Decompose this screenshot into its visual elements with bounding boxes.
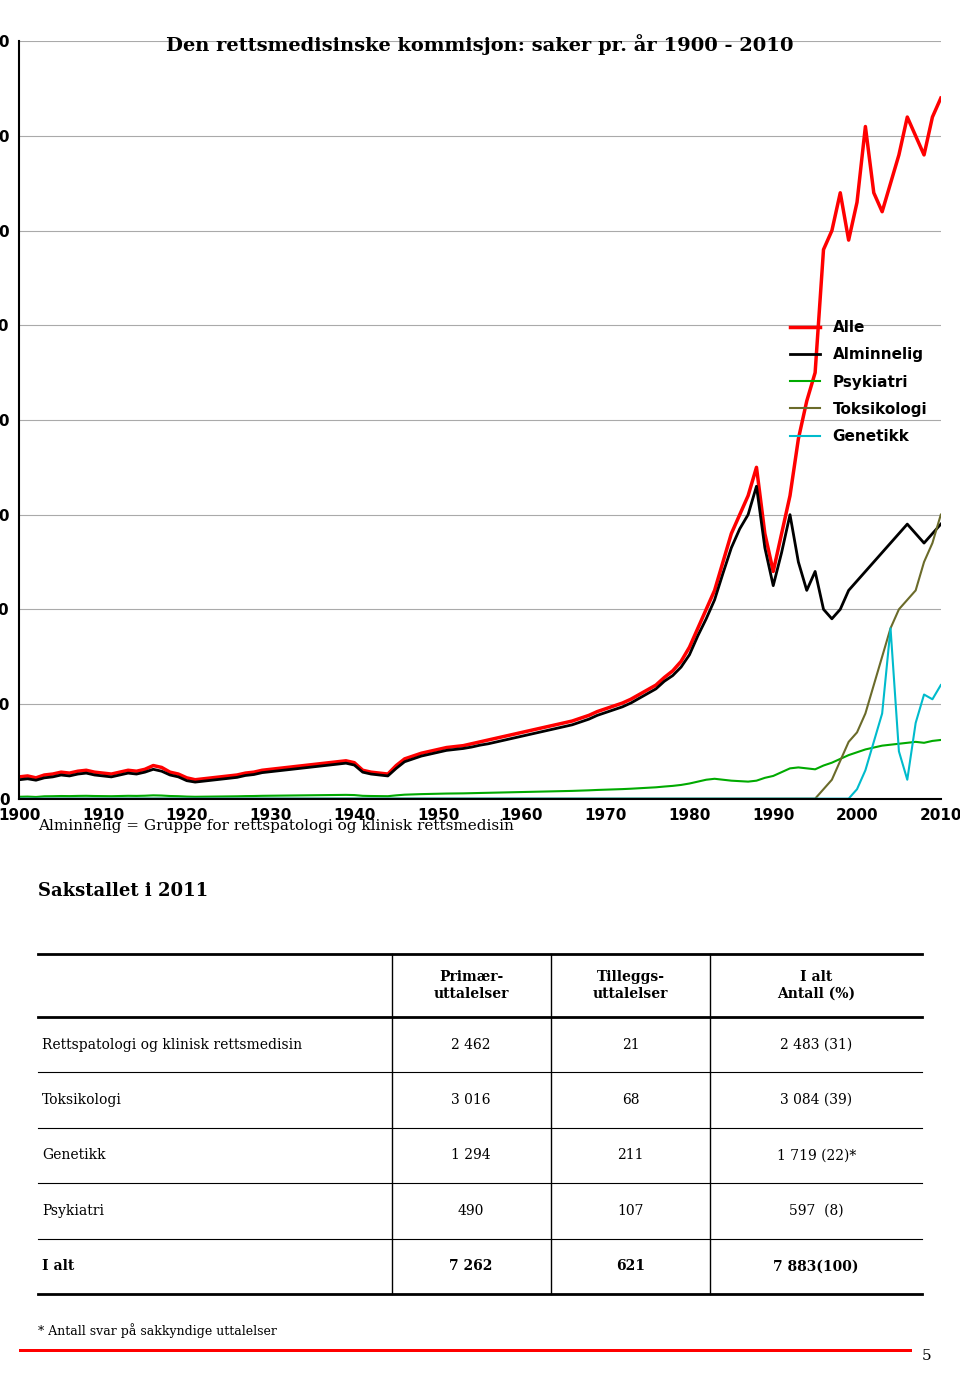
Toksikologi xyxy=(935,507,947,523)
Psykiatri xyxy=(30,789,41,806)
Line: Psykiatri: Psykiatri xyxy=(19,739,941,797)
Genetikk xyxy=(885,620,897,636)
Genetikk xyxy=(441,790,452,807)
Text: * Antall svar på sakkyndige uttalelser: * Antall svar på sakkyndige uttalelser xyxy=(37,1323,276,1338)
Alle xyxy=(366,764,377,781)
Psykiatri xyxy=(449,785,461,801)
Psykiatri xyxy=(366,788,377,804)
Toksikologi xyxy=(901,592,913,609)
Alle xyxy=(910,128,922,145)
Toksikologi xyxy=(357,790,369,807)
Legend: Alle, Alminnelig, Psykiatri, Toksikologi, Genetikk: Alle, Alminnelig, Psykiatri, Toksikologi… xyxy=(783,314,933,450)
Text: Alminnelig = Gruppe for rettspatologi og klinisk rettsmedisin: Alminnelig = Gruppe for rettspatologi og… xyxy=(37,819,514,833)
Text: 68: 68 xyxy=(622,1093,639,1107)
Text: Den rettsmedisinske kommisjon: saker pr. år 1900 - 2010: Den rettsmedisinske kommisjon: saker pr.… xyxy=(166,34,794,55)
Alminnelig xyxy=(751,478,762,494)
Text: Psykiatri: Psykiatri xyxy=(42,1203,105,1217)
Text: Tilleggs-
uttalelser: Tilleggs- uttalelser xyxy=(592,971,668,1001)
Text: 621: 621 xyxy=(616,1260,645,1274)
Alminnelig xyxy=(919,534,930,551)
Text: 21: 21 xyxy=(621,1038,639,1052)
Line: Alminnelig: Alminnelig xyxy=(19,486,941,782)
Text: 211: 211 xyxy=(617,1148,643,1162)
Line: Genetikk: Genetikk xyxy=(19,628,941,799)
Toksikologi xyxy=(13,790,25,807)
Text: 107: 107 xyxy=(617,1203,643,1217)
Text: 7 262: 7 262 xyxy=(449,1260,492,1274)
Text: 1 294: 1 294 xyxy=(451,1148,491,1162)
Alminnelig xyxy=(935,516,947,533)
Alminnelig xyxy=(13,771,25,788)
Alle xyxy=(558,715,569,731)
Toksikologi xyxy=(248,790,259,807)
Genetikk xyxy=(357,790,369,807)
Text: 5: 5 xyxy=(922,1349,931,1363)
Line: Alle: Alle xyxy=(19,98,941,779)
Text: Sakstallet i 2011: Sakstallet i 2011 xyxy=(37,883,207,901)
Genetikk xyxy=(910,715,922,731)
Line: Toksikologi: Toksikologi xyxy=(19,515,941,799)
Text: Toksikologi: Toksikologi xyxy=(42,1093,122,1107)
Alle xyxy=(189,771,201,788)
Toksikologi xyxy=(441,790,452,807)
Text: 3 016: 3 016 xyxy=(451,1093,491,1107)
Psykiatri xyxy=(256,788,268,804)
Psykiatri xyxy=(231,788,243,804)
Genetikk xyxy=(13,790,25,807)
Genetikk xyxy=(935,677,947,694)
Genetikk xyxy=(223,790,234,807)
Alminnelig xyxy=(231,770,243,786)
Text: 490: 490 xyxy=(458,1203,485,1217)
Alle xyxy=(256,761,268,778)
Text: Primær-
uttalelser: Primær- uttalelser xyxy=(434,971,509,1001)
Text: 1 719 (22)*: 1 719 (22)* xyxy=(777,1148,855,1162)
Text: 3 084 (39): 3 084 (39) xyxy=(780,1093,852,1107)
Alminnelig xyxy=(256,764,268,781)
Text: I alt
Antall (%): I alt Antall (%) xyxy=(778,971,855,1001)
Alminnelig xyxy=(189,774,201,790)
Genetikk xyxy=(550,790,562,807)
Text: I alt: I alt xyxy=(42,1260,75,1274)
Text: 597  (8): 597 (8) xyxy=(789,1203,844,1217)
Text: Rettspatologi og klinisk rettsmedisin: Rettspatologi og klinisk rettsmedisin xyxy=(42,1038,302,1052)
Text: 2 483 (31): 2 483 (31) xyxy=(780,1038,852,1052)
Psykiatri xyxy=(935,731,947,748)
Alle xyxy=(231,767,243,784)
Psykiatri xyxy=(558,782,569,799)
Text: 7 883(100): 7 883(100) xyxy=(774,1260,859,1274)
Alminnelig xyxy=(558,719,569,735)
Text: Genetikk: Genetikk xyxy=(42,1148,106,1162)
Alminnelig xyxy=(366,766,377,782)
Text: 2 462: 2 462 xyxy=(451,1038,491,1052)
Toksikologi xyxy=(550,790,562,807)
Alle xyxy=(935,90,947,106)
Psykiatri xyxy=(13,789,25,806)
Alminnelig xyxy=(449,741,461,757)
Alle xyxy=(449,738,461,755)
Genetikk xyxy=(248,790,259,807)
Alle xyxy=(13,768,25,785)
Psykiatri xyxy=(910,734,922,750)
Toksikologi xyxy=(223,790,234,807)
